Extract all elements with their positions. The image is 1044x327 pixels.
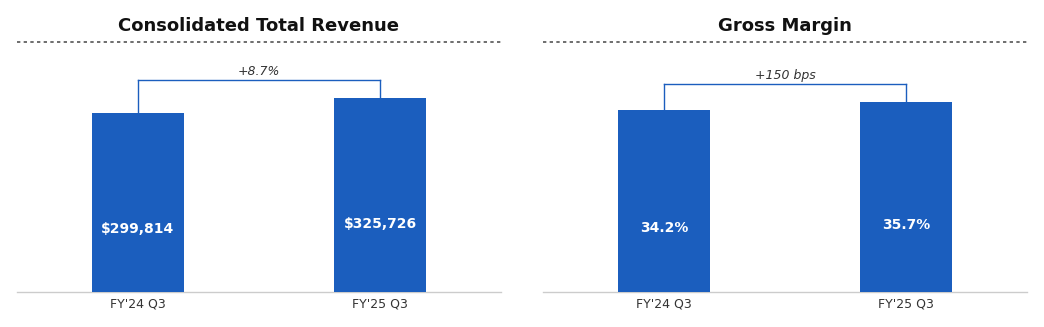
Text: +8.7%: +8.7%: [238, 65, 280, 78]
Bar: [618, 110, 710, 292]
Text: +150 bps: +150 bps: [755, 69, 815, 82]
Text: 35.7%: 35.7%: [882, 218, 930, 232]
Text: 34.2%: 34.2%: [640, 221, 688, 235]
Bar: [334, 98, 426, 292]
Title: Consolidated Total Revenue: Consolidated Total Revenue: [118, 17, 400, 35]
Bar: [92, 113, 184, 292]
Bar: [860, 102, 952, 292]
Text: $299,814: $299,814: [101, 222, 174, 236]
Title: Gross Margin: Gross Margin: [718, 17, 852, 35]
Text: $325,726: $325,726: [343, 217, 417, 231]
